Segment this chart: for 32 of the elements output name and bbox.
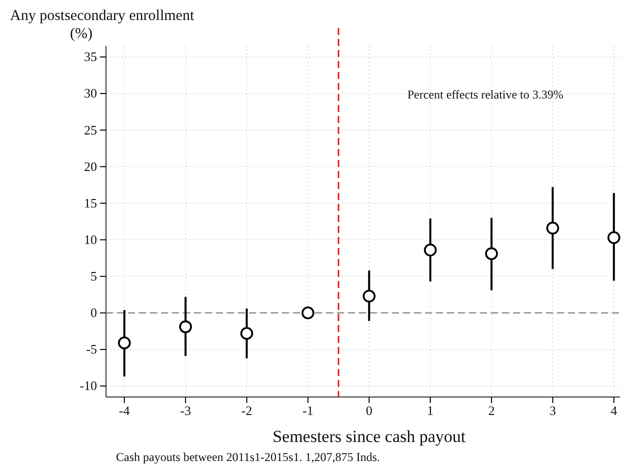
point [118,336,131,350]
point [362,290,376,302]
x-tick-label: 0 [366,403,372,418]
x-axis-title: Semesters since cash payout [272,427,466,446]
point [424,244,437,256]
point [485,247,498,260]
x-tick-label: 3 [549,403,556,418]
y-tick-label: -10 [80,378,97,394]
y-tick-label: 10 [84,232,97,247]
x-tick-label: -1 [302,403,314,418]
annotation: Percent effects relative to 3.39% [407,88,564,102]
x-tick-label: 4 [610,403,618,418]
x-tick-label: -3 [180,403,191,418]
point [302,306,314,320]
y-tick-label: 5 [90,268,97,284]
y-tick-label: 0 [90,305,97,320]
point [240,326,254,340]
point [179,320,192,334]
point [546,222,560,234]
y-tick-label: 15 [84,195,97,210]
x-tick-label: -2 [241,403,252,418]
y-tick-label: -5 [86,342,97,357]
text: Cash payouts between 2011s1-2015s1. 1,207,875 Inds. [116,450,380,464]
y-tick-label: 35 [84,49,97,64]
y-tick-label: 30 [84,86,97,101]
point [607,231,620,244]
x-tick-label: 2 [488,403,495,418]
y-tick-label: 25 [84,122,97,138]
x-tick-label: -4 [118,403,130,418]
y-axis-title: Any postsecondary enrollment (%) [10,8,195,42]
y-tick-label: 20 [84,158,97,174]
x-tick-label: 1 [427,403,434,418]
